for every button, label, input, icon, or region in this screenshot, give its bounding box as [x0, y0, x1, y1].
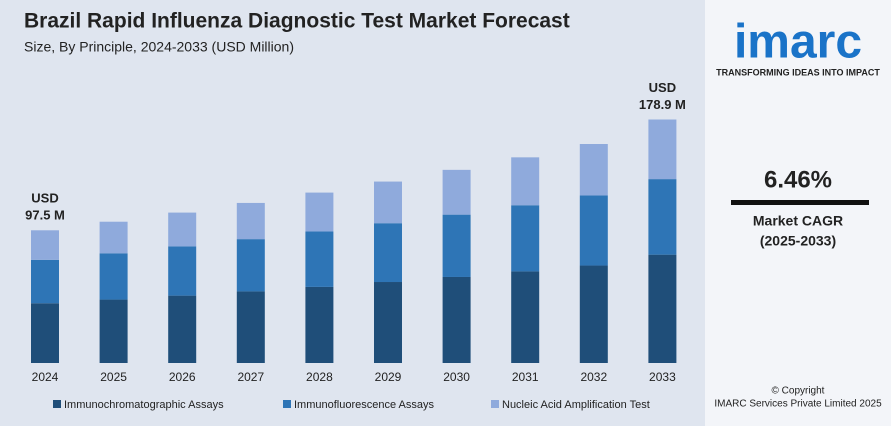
side-panel-bg [705, 0, 891, 426]
copyright-holder: IMARC Services Private Limited 2025 [714, 399, 882, 410]
copyright: © Copyright [772, 386, 825, 397]
x-tick-label: 2029 [375, 370, 402, 384]
chart-subtitle: Size, By Principle, 2024-2033 (USD Milli… [24, 39, 294, 55]
bar-segment [442, 276, 471, 363]
bar-segment [305, 231, 334, 287]
x-tick-label: 2033 [649, 370, 676, 384]
bar-segment [579, 143, 608, 196]
bar-segment [99, 253, 128, 300]
x-tick-label: 2026 [169, 370, 196, 384]
chart-title: Brazil Rapid Influenza Diagnostic Test M… [24, 10, 570, 33]
bar-segment [374, 181, 402, 224]
legend-label: Immunochromatographic Assays [64, 399, 224, 411]
cagr-label: Market CAGR [753, 213, 843, 229]
legend-label: Immunofluorescence Assays [294, 399, 435, 411]
bar-segment [648, 119, 677, 180]
x-tick-label: 2025 [100, 370, 127, 384]
total-label-prefix: USD [31, 191, 58, 206]
x-tick-label: 2024 [32, 370, 59, 384]
bar-segment [168, 295, 197, 363]
total-label-prefix: USD [649, 80, 676, 95]
bar-segment [31, 230, 59, 260]
bar-segment [579, 195, 608, 266]
legend-label: Nucleic Acid Amplification Test [502, 399, 650, 411]
bar-segment [374, 223, 402, 283]
bar-segment [168, 212, 197, 247]
tagline: TRANSFORMING IDEAS INTO IMPACT [716, 67, 880, 77]
bar-segment [31, 303, 59, 363]
bar-segment [579, 265, 608, 363]
bar-segment [511, 271, 540, 363]
x-tick-label: 2030 [443, 370, 470, 384]
legend-swatch [53, 400, 61, 408]
legend-swatch [491, 400, 499, 408]
total-label: 97.5 M [25, 208, 65, 223]
bar-segment [305, 192, 334, 232]
bar-segment [236, 239, 265, 292]
total-label: 178.9 M [639, 97, 686, 112]
bar-segment [236, 202, 265, 240]
bar-segment [648, 179, 677, 255]
bar-segment [99, 299, 128, 363]
bar-segment [99, 221, 128, 254]
bar-segment [305, 286, 334, 363]
bar-segment [511, 157, 540, 206]
cagr-divider [731, 200, 869, 205]
bar-segment [511, 205, 540, 272]
bar-segment [236, 291, 265, 363]
bar-segment [374, 282, 402, 363]
legend-swatch [283, 400, 291, 408]
bar-segment [168, 246, 197, 296]
cagr-value: 6.46% [764, 166, 832, 193]
x-tick-label: 2027 [237, 370, 264, 384]
logo: imarc [734, 16, 862, 69]
bar-segment [31, 259, 59, 304]
bar-segment [442, 169, 471, 215]
x-tick-label: 2031 [512, 370, 539, 384]
x-tick-label: 2032 [580, 370, 607, 384]
cagr-period: (2025-2033) [760, 233, 836, 249]
bar-segment [648, 254, 677, 363]
x-tick-label: 2028 [306, 370, 333, 384]
bar-segment [442, 214, 471, 277]
